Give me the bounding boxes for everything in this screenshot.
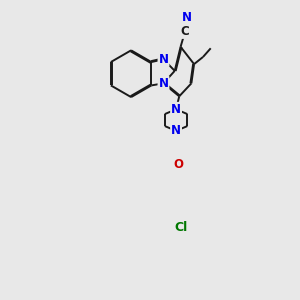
Text: N: N <box>171 103 181 116</box>
Text: Cl: Cl <box>174 221 187 234</box>
Text: N: N <box>171 124 181 137</box>
Text: O: O <box>173 158 183 172</box>
Text: N: N <box>158 77 169 90</box>
Text: C: C <box>181 25 190 38</box>
Text: N: N <box>158 53 169 66</box>
Text: N: N <box>182 11 192 23</box>
